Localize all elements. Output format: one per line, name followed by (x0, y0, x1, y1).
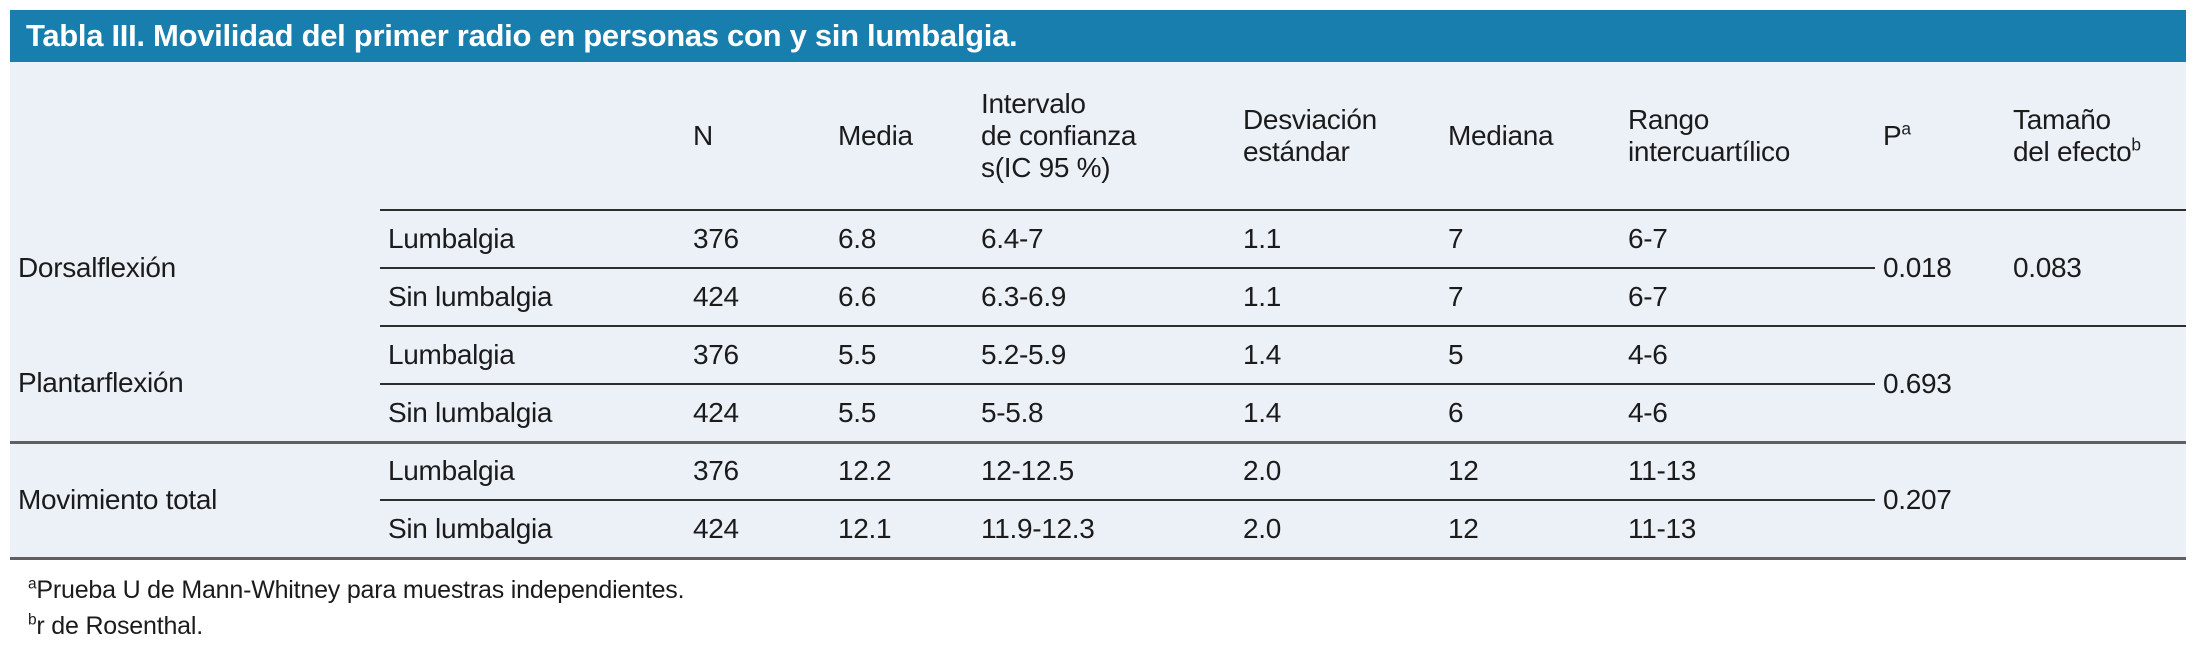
cell-effect-size (2005, 326, 2186, 444)
footnote-a-marker: a (28, 575, 37, 593)
table-title: Tabla III. Movilidad del primer radio en… (26, 18, 1018, 53)
col-header-mediana: Mediana (1440, 62, 1620, 211)
results-table: N Media Intervalo de confianza s(IC 95 %… (10, 62, 2186, 560)
table-row: Dorsalflexión Lumbalgia 376 6.8 6.4-7 1.… (10, 210, 2186, 327)
group-label: Lumbalgia (380, 210, 685, 269)
cell-media: 5.5 (830, 384, 973, 444)
cell-media: 12.1 (830, 500, 973, 560)
cell-effect-size (2005, 442, 2186, 560)
footnote-b: br de Rosenthal. (28, 608, 2186, 644)
cell-rango: 6-7 (1620, 268, 1875, 327)
cell-ic95: 5-5.8 (973, 384, 1235, 444)
cell-media: 12.2 (830, 442, 973, 501)
movement-label: Movimiento total (10, 442, 380, 560)
table-title-bar: Tabla III. Movilidad del primer radio en… (10, 10, 2186, 62)
cell-n: 376 (685, 210, 830, 269)
cell-mediana: 7 (1440, 210, 1620, 269)
col-header-movement-empty (10, 62, 380, 210)
cell-rango: 4-6 (1620, 326, 1875, 385)
cell-mediana: 7 (1440, 268, 1620, 327)
col-header-desviacion: Desviación estándar (1235, 62, 1440, 211)
col-header-group-empty (380, 62, 685, 211)
cell-ic95: 6.4-7 (973, 210, 1235, 269)
table-row: Sin lumbalgia 424 12.1 11.9-12.3 2.0 12 … (10, 500, 2186, 560)
cell-mediana: 6 (1440, 384, 1620, 444)
movement-label: Plantarflexión (10, 326, 380, 444)
footnote-b-marker: b (28, 611, 37, 629)
cell-mediana: 12 (1440, 500, 1620, 560)
cell-desviacion: 1.4 (1235, 326, 1440, 385)
table-row: Sin lumbalgia 424 6.6 6.3-6.9 1.1 7 6-7 (10, 268, 2186, 327)
cell-media: 6.6 (830, 268, 973, 327)
group-label: Sin lumbalgia (380, 384, 685, 444)
cell-n: 424 (685, 500, 830, 560)
footnotes: aPrueba U de Mann-Whitney para muestras … (10, 559, 2186, 644)
header-row: N Media Intervalo de confianza s(IC 95 %… (10, 62, 2186, 211)
cell-rango: 4-6 (1620, 384, 1875, 444)
table-row: Movimiento total Lumbalgia 376 12.2 12-1… (10, 442, 2186, 560)
cell-media: 6.8 (830, 210, 973, 269)
movement-label: Dorsalflexión (18, 252, 176, 283)
footnote-b-text: r de Rosenthal. (36, 611, 203, 640)
cell-n: 376 (685, 442, 830, 501)
cell-ic95: 12-12.5 (973, 442, 1235, 501)
footnote-a: aPrueba U de Mann-Whitney para muestras … (28, 572, 2186, 608)
cell-rango: 11-13 (1620, 442, 1875, 501)
group-label: Lumbalgia (380, 326, 685, 385)
col-header-tamano: Tamaño del efectob (2005, 62, 2186, 211)
cell-p-value: 0.207 (1875, 442, 2005, 560)
p-superscript: a (1901, 118, 1911, 139)
cell-desviacion: 2.0 (1235, 500, 1440, 560)
cell-n: 376 (685, 326, 830, 385)
table-row: Sin lumbalgia 424 5.5 5-5.8 1.4 6 4-6 (10, 384, 2186, 444)
table-row: Plantarflexión Lumbalgia 376 5.5 5.2-5.9… (10, 326, 2186, 444)
cell-effect-size: 0.083 (2005, 210, 2186, 327)
col-header-media: Media (830, 62, 973, 211)
cell-desviacion: 1.1 (1235, 210, 1440, 269)
cell-n: 424 (685, 268, 830, 327)
cell-desviacion: 1.4 (1235, 384, 1440, 444)
cell-media: 5.5 (830, 326, 973, 385)
group-label: Lumbalgia (380, 442, 685, 501)
tamano-superscript: b (2131, 134, 2141, 155)
col-header-n: N (685, 62, 830, 211)
cell-p-value: 0.018 (1875, 210, 2005, 327)
group-label: Sin lumbalgia (380, 268, 685, 327)
cell-rango: 11-13 (1620, 500, 1875, 560)
cell-desviacion: 1.1 (1235, 268, 1440, 327)
cell-p-value: 0.693 (1875, 326, 2005, 444)
cell-ic95: 5.2-5.9 (973, 326, 1235, 385)
cell-ic95: 11.9-12.3 (973, 500, 1235, 560)
cell-n: 424 (685, 384, 830, 444)
col-header-p: Pa (1875, 62, 2005, 211)
group-label: Sin lumbalgia (380, 500, 685, 560)
cell-mediana: 12 (1440, 442, 1620, 501)
cell-ic95: 6.3-6.9 (973, 268, 1235, 327)
footnote-a-text: Prueba U de Mann-Whitney para muestras i… (36, 575, 685, 604)
col-header-intervalo: Intervalo de confianza s(IC 95 %) (973, 62, 1235, 211)
cell-desviacion: 2.0 (1235, 442, 1440, 501)
col-header-rango: Rango intercuartílico (1620, 62, 1875, 211)
cell-rango: 6-7 (1620, 210, 1875, 269)
cell-mediana: 5 (1440, 326, 1620, 385)
